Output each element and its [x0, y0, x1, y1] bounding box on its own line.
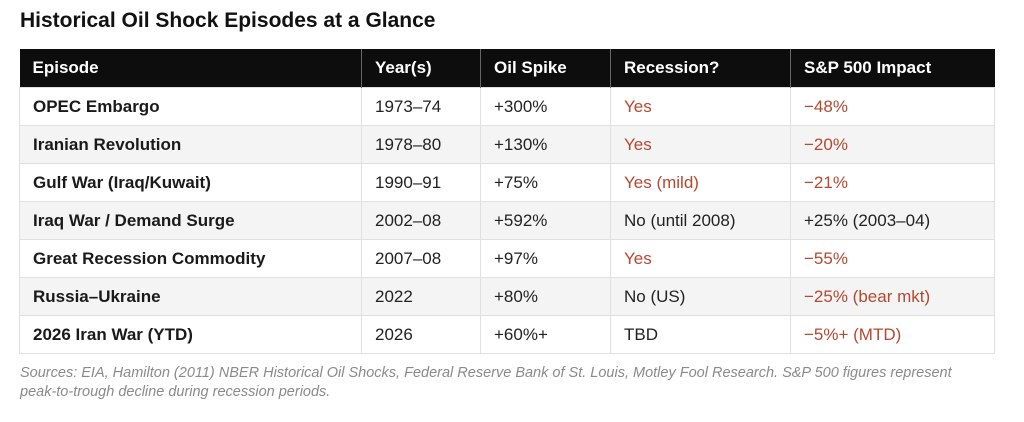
- table-header-row: Episode Year(s) Oil Spike Recession? S&P…: [19, 49, 995, 88]
- years-cell: 2022: [361, 277, 481, 316]
- sp500-impact-cell: +25% (2003–04): [790, 201, 995, 240]
- recession-cell: Yes: [610, 125, 791, 164]
- oil-shock-table: Episode Year(s) Oil Spike Recession? S&P…: [19, 49, 995, 354]
- sp500-impact-cell: −21%: [790, 163, 995, 202]
- years-cell: 1973–74: [361, 87, 481, 126]
- recession-cell: Yes (mild): [610, 163, 791, 202]
- episode-cell: 2026 Iran War (YTD): [19, 315, 362, 354]
- table-row: 2026 Iran War (YTD) 2026 +60%+ TBD −5%+ …: [19, 315, 995, 354]
- years-cell: 2007–08: [361, 239, 481, 278]
- years-cell: 2026: [361, 315, 481, 354]
- episode-cell: Russia–Ukraine: [19, 277, 362, 316]
- episode-cell: Gulf War (Iraq/Kuwait): [19, 163, 362, 202]
- column-header-episode: Episode: [19, 49, 362, 88]
- table-row: OPEC Embargo 1973–74 +300% Yes −48%: [19, 87, 995, 126]
- recession-cell: Yes: [610, 239, 791, 278]
- episode-cell: Iraq War / Demand Surge: [19, 201, 362, 240]
- recession-cell: No (until 2008): [610, 201, 791, 240]
- table-row: Great Recession Commodity 2007–08 +97% Y…: [19, 239, 995, 278]
- oil-spike-cell: +97%: [480, 239, 611, 278]
- table-row: Russia–Ukraine 2022 +80% No (US) −25% (b…: [19, 277, 995, 316]
- oil-spike-cell: +80%: [480, 277, 611, 316]
- column-header-recession: Recession?: [610, 49, 791, 88]
- recession-cell: TBD: [610, 315, 791, 354]
- sp500-impact-cell: −25% (bear mkt): [790, 277, 995, 316]
- sp500-impact-cell: −20%: [790, 125, 995, 164]
- oil-spike-cell: +300%: [480, 87, 611, 126]
- years-cell: 1990–91: [361, 163, 481, 202]
- recession-cell: Yes: [610, 87, 791, 126]
- oil-spike-cell: +75%: [480, 163, 611, 202]
- page-title: Historical Oil Shock Episodes at a Glanc…: [20, 9, 436, 32]
- years-cell: 1978–80: [361, 125, 481, 164]
- years-cell: 2002–08: [361, 201, 481, 240]
- table-row: Gulf War (Iraq/Kuwait) 1990–91 +75% Yes …: [19, 163, 995, 202]
- episode-cell: Iranian Revolution: [19, 125, 362, 164]
- column-header-oil-spike: Oil Spike: [480, 49, 611, 88]
- episode-cell: OPEC Embargo: [19, 87, 362, 126]
- sp500-impact-cell: −55%: [790, 239, 995, 278]
- oil-spike-cell: +130%: [480, 125, 611, 164]
- table-row: Iraq War / Demand Surge 2002–08 +592% No…: [19, 201, 995, 240]
- oil-spike-cell: +592%: [480, 201, 611, 240]
- column-header-sp500-impact: S&P 500 Impact: [790, 49, 995, 88]
- sp500-impact-cell: −48%: [790, 87, 995, 126]
- oil-spike-cell: +60%+: [480, 315, 611, 354]
- source-footnote: Sources: EIA, Hamilton (2011) NBER Histo…: [20, 365, 952, 400]
- column-header-years: Year(s): [361, 49, 481, 88]
- episode-cell: Great Recession Commodity: [19, 239, 362, 278]
- table-row: Iranian Revolution 1978–80 +130% Yes −20…: [19, 125, 995, 164]
- sp500-impact-cell: −5%+ (MTD): [790, 315, 995, 354]
- recession-cell: No (US): [610, 277, 791, 316]
